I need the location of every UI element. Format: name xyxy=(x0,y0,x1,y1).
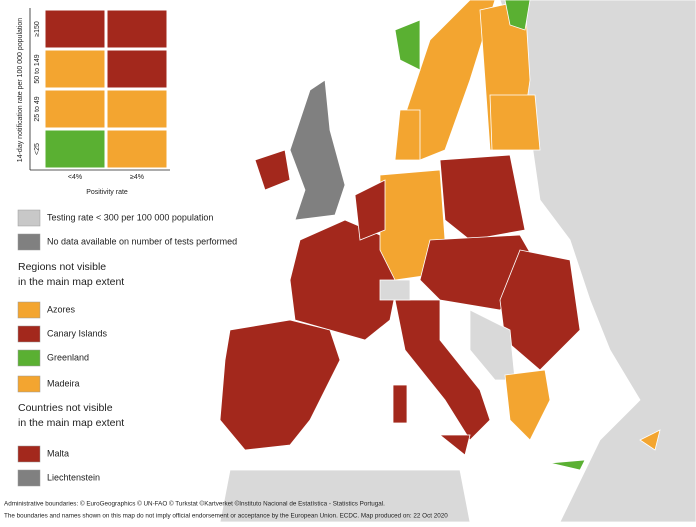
matrix-cell xyxy=(44,49,106,89)
region xyxy=(504,0,531,31)
map xyxy=(219,0,696,523)
region xyxy=(394,299,491,441)
region xyxy=(549,459,586,471)
legend-swatch xyxy=(17,445,41,463)
legend-swatch xyxy=(17,375,41,393)
axis-title: 14-day notification rate per 100 000 pop… xyxy=(17,18,24,162)
matrix-cell xyxy=(106,49,168,89)
region xyxy=(354,179,386,241)
section-heading: in the main map extent xyxy=(18,417,124,429)
legend-label: Malta xyxy=(47,448,69,458)
row-label: ≥150 xyxy=(34,21,41,37)
matrix-cell xyxy=(106,129,168,169)
footer-text: Administrative boundaries: © EuroGeograp… xyxy=(4,500,385,508)
region xyxy=(438,434,471,456)
legend-swatch xyxy=(17,301,41,319)
legend-label: No data available on number of tests per… xyxy=(47,236,237,246)
column-label: ≥4% xyxy=(130,174,144,181)
footer-text: The boundaries and names shown on this m… xyxy=(4,513,448,520)
legend-swatch xyxy=(17,325,41,343)
matrix-cell xyxy=(44,89,106,129)
non-eu-land xyxy=(469,309,516,381)
row-label: <25 xyxy=(34,143,41,155)
region xyxy=(499,249,581,371)
matrix-cell xyxy=(106,89,168,129)
region xyxy=(504,369,551,441)
non-eu-land xyxy=(379,279,411,301)
region xyxy=(394,19,421,71)
row-label: 25 to 49 xyxy=(34,96,41,121)
section-heading: in the main map extent xyxy=(18,276,124,288)
region xyxy=(219,319,341,451)
region xyxy=(254,149,291,191)
matrix-cell xyxy=(44,9,106,49)
region xyxy=(392,384,408,424)
legend: ≥150 50 to 149 25 to 49 <25 <4% ≥4% Positivity… xyxy=(4,4,448,520)
row-label: 50 to 149 xyxy=(34,54,41,83)
region xyxy=(394,109,421,161)
legend-swatch xyxy=(17,349,41,367)
matrix-cell xyxy=(44,129,106,169)
column-label: <4% xyxy=(68,174,82,181)
legend-swatch xyxy=(17,233,41,251)
matrix-cell xyxy=(106,9,168,49)
axis-title: Positivity rate xyxy=(86,189,128,196)
legend-label: Azores xyxy=(47,304,76,314)
legend-label: Liechtenstein xyxy=(47,472,100,482)
region xyxy=(289,79,346,221)
region xyxy=(639,429,661,451)
legend-swatch xyxy=(17,469,41,487)
legend-swatch xyxy=(17,209,41,227)
legend-label: Canary Islands xyxy=(47,328,108,338)
legend-label: Testing rate < 300 per 100 000 populatio… xyxy=(47,212,213,222)
section-heading: Countries not visible xyxy=(18,402,113,414)
legend-label: Greenland xyxy=(47,352,89,362)
region xyxy=(489,94,541,151)
section-heading: Regions not visible xyxy=(18,261,106,273)
legend-label: Madeira xyxy=(47,378,80,388)
region xyxy=(439,154,526,241)
